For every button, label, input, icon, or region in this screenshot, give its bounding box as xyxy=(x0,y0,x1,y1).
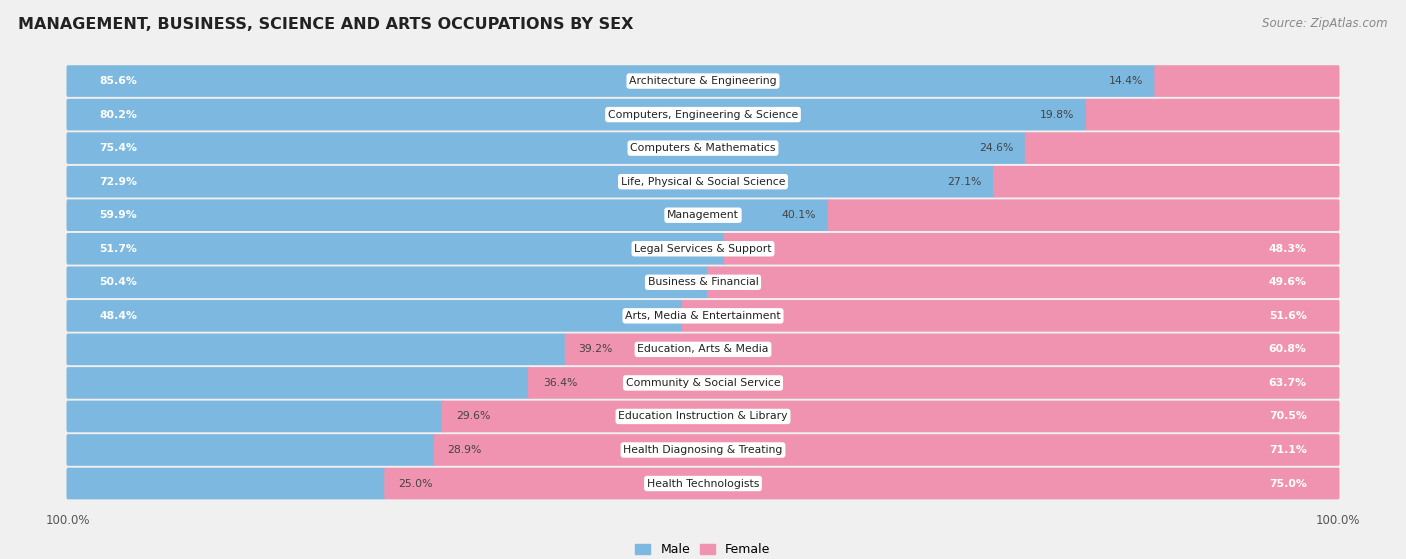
Text: 49.6%: 49.6% xyxy=(1268,277,1306,287)
Text: Source: ZipAtlas.com: Source: ZipAtlas.com xyxy=(1263,17,1388,30)
Text: 29.6%: 29.6% xyxy=(457,411,491,421)
FancyBboxPatch shape xyxy=(993,166,1340,197)
Text: 50.4%: 50.4% xyxy=(100,277,138,287)
Text: 14.4%: 14.4% xyxy=(1108,76,1143,86)
Text: Health Technologists: Health Technologists xyxy=(647,479,759,489)
FancyBboxPatch shape xyxy=(66,468,1340,499)
FancyBboxPatch shape xyxy=(66,434,436,466)
Text: Community & Social Service: Community & Social Service xyxy=(626,378,780,388)
FancyBboxPatch shape xyxy=(66,200,1340,231)
FancyBboxPatch shape xyxy=(66,233,725,264)
Text: Computers, Engineering & Science: Computers, Engineering & Science xyxy=(607,110,799,120)
FancyBboxPatch shape xyxy=(66,468,387,499)
FancyBboxPatch shape xyxy=(527,367,1340,399)
Text: 28.9%: 28.9% xyxy=(447,445,482,455)
FancyBboxPatch shape xyxy=(66,233,1340,264)
Text: 40.1%: 40.1% xyxy=(782,210,815,220)
FancyBboxPatch shape xyxy=(66,267,1340,298)
Text: Computers & Mathematics: Computers & Mathematics xyxy=(630,143,776,153)
FancyBboxPatch shape xyxy=(724,233,1340,264)
FancyBboxPatch shape xyxy=(66,401,444,432)
Text: Business & Financial: Business & Financial xyxy=(648,277,758,287)
FancyBboxPatch shape xyxy=(66,367,1340,399)
Text: 48.3%: 48.3% xyxy=(1268,244,1306,254)
Text: 27.1%: 27.1% xyxy=(946,177,981,187)
FancyBboxPatch shape xyxy=(66,334,1340,365)
Text: 75.4%: 75.4% xyxy=(100,143,138,153)
Text: 59.9%: 59.9% xyxy=(100,210,138,220)
Text: 85.6%: 85.6% xyxy=(100,76,138,86)
FancyBboxPatch shape xyxy=(66,132,1340,164)
FancyBboxPatch shape xyxy=(66,367,531,399)
Text: 51.7%: 51.7% xyxy=(100,244,138,254)
Text: 63.7%: 63.7% xyxy=(1268,378,1306,388)
FancyBboxPatch shape xyxy=(66,300,683,331)
Text: 71.1%: 71.1% xyxy=(1268,445,1306,455)
Text: Education, Arts & Media: Education, Arts & Media xyxy=(637,344,769,354)
FancyBboxPatch shape xyxy=(66,434,1340,466)
Text: Arts, Media & Entertainment: Arts, Media & Entertainment xyxy=(626,311,780,321)
FancyBboxPatch shape xyxy=(565,334,1340,365)
Text: Life, Physical & Social Science: Life, Physical & Social Science xyxy=(621,177,785,187)
Text: 70.5%: 70.5% xyxy=(1268,411,1306,421)
FancyBboxPatch shape xyxy=(66,401,1340,432)
FancyBboxPatch shape xyxy=(66,300,1340,331)
Text: 19.8%: 19.8% xyxy=(1039,110,1074,120)
Text: 80.2%: 80.2% xyxy=(100,110,138,120)
Text: Education Instruction & Library: Education Instruction & Library xyxy=(619,411,787,421)
Text: 36.4%: 36.4% xyxy=(543,378,578,388)
FancyBboxPatch shape xyxy=(707,267,1340,298)
Text: 39.2%: 39.2% xyxy=(578,344,613,354)
FancyBboxPatch shape xyxy=(66,334,567,365)
Text: Health Diagnosing & Treating: Health Diagnosing & Treating xyxy=(623,445,783,455)
FancyBboxPatch shape xyxy=(66,65,1156,97)
Text: 72.9%: 72.9% xyxy=(100,177,138,187)
FancyBboxPatch shape xyxy=(66,200,830,231)
FancyBboxPatch shape xyxy=(66,166,995,197)
Text: 24.6%: 24.6% xyxy=(979,143,1014,153)
Text: Legal Services & Support: Legal Services & Support xyxy=(634,244,772,254)
Text: Management: Management xyxy=(666,210,740,220)
Text: MANAGEMENT, BUSINESS, SCIENCE AND ARTS OCCUPATIONS BY SEX: MANAGEMENT, BUSINESS, SCIENCE AND ARTS O… xyxy=(18,17,634,32)
Legend: Male, Female: Male, Female xyxy=(630,538,776,559)
FancyBboxPatch shape xyxy=(66,65,1340,97)
FancyBboxPatch shape xyxy=(66,166,1340,197)
Text: Architecture & Engineering: Architecture & Engineering xyxy=(630,76,776,86)
Text: 48.4%: 48.4% xyxy=(100,311,138,321)
FancyBboxPatch shape xyxy=(66,267,709,298)
FancyBboxPatch shape xyxy=(66,132,1026,164)
FancyBboxPatch shape xyxy=(1154,65,1340,97)
Text: 60.8%: 60.8% xyxy=(1268,344,1306,354)
FancyBboxPatch shape xyxy=(828,200,1340,231)
FancyBboxPatch shape xyxy=(66,99,1340,130)
FancyBboxPatch shape xyxy=(682,300,1340,331)
FancyBboxPatch shape xyxy=(434,434,1340,466)
Text: 51.6%: 51.6% xyxy=(1268,311,1306,321)
Text: 25.0%: 25.0% xyxy=(398,479,433,489)
FancyBboxPatch shape xyxy=(66,99,1088,130)
Text: 75.0%: 75.0% xyxy=(1268,479,1306,489)
FancyBboxPatch shape xyxy=(441,401,1340,432)
FancyBboxPatch shape xyxy=(384,468,1340,499)
FancyBboxPatch shape xyxy=(1025,132,1340,164)
FancyBboxPatch shape xyxy=(1085,99,1340,130)
